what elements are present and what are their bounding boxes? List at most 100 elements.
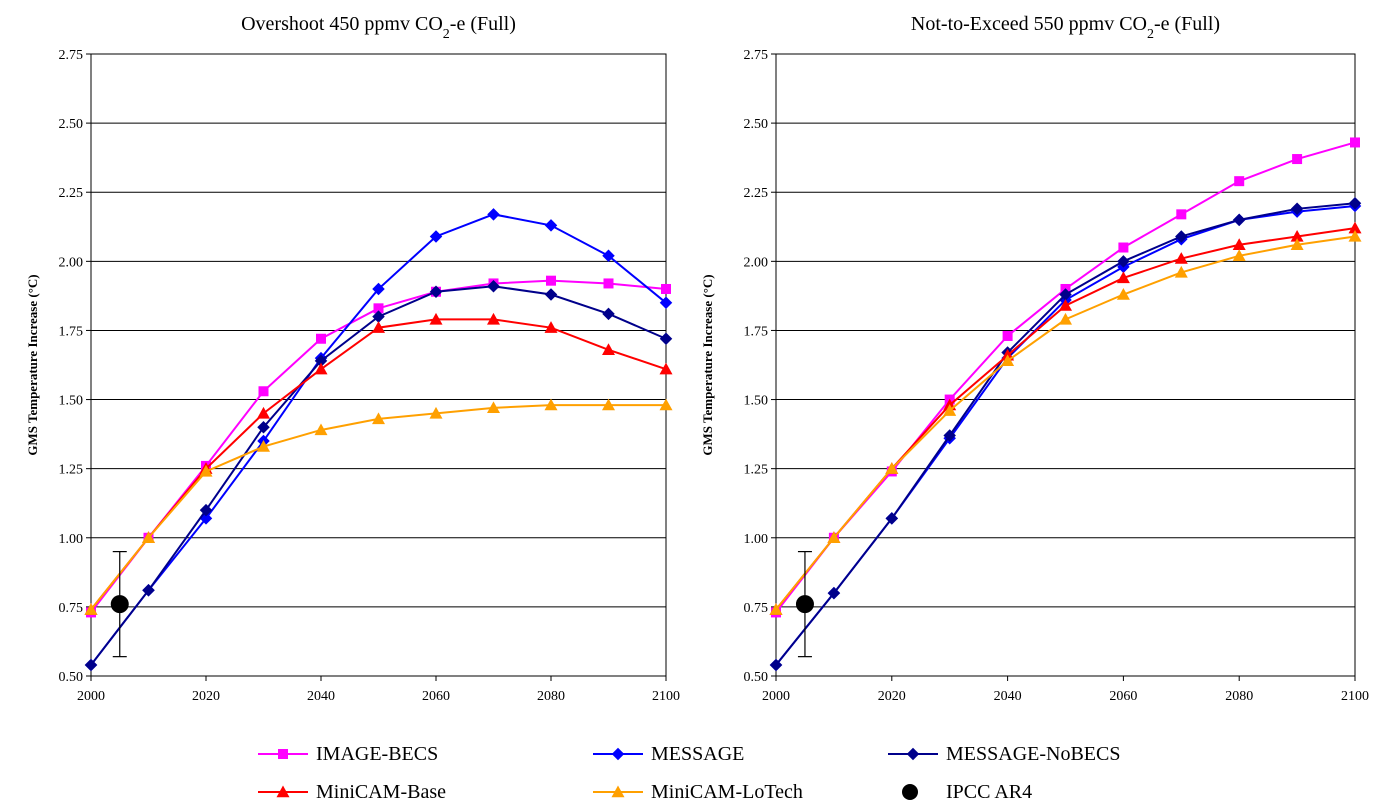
data-point-minicam-lotech <box>1174 265 1188 278</box>
data-point-message-nobecs <box>659 332 673 345</box>
data-point-minicam-lotech <box>602 398 615 411</box>
data-point-minicam-lotech <box>429 406 443 419</box>
legend-item: IPCC AR4 <box>902 781 1032 803</box>
data-point-message-nobecs <box>429 285 443 298</box>
data-point-minicam-base <box>257 406 270 419</box>
data-point-message <box>659 296 673 310</box>
data-point-message-nobecs <box>1348 197 1362 210</box>
y-tick-label: 0.50 <box>744 670 769 685</box>
data-point-minicam-lotech <box>372 412 385 425</box>
series-line-minicam-lotech <box>90 404 666 611</box>
y-axis-label: GMS Temperature Increase (°C) <box>25 274 40 455</box>
data-point-image-becs <box>1176 209 1187 220</box>
data-point-message <box>602 249 615 263</box>
data-point-message-nobecs <box>544 288 558 301</box>
data-point-minicam-lotech <box>659 398 673 411</box>
y-tick-label: 2.00 <box>744 255 769 270</box>
y-tick-label: 0.50 <box>59 670 84 685</box>
data-point-minicam-base <box>1290 229 1304 242</box>
y-tick-label: 2.25 <box>59 186 84 201</box>
data-point-image-becs <box>316 333 326 344</box>
ipcc-ar4-point <box>795 595 814 614</box>
data-point-minicam-base <box>1116 271 1130 284</box>
data-point-minicam-base <box>1348 221 1362 234</box>
legend-label: MiniCAM-Base <box>316 781 446 803</box>
series-line-image-becs <box>775 141 1356 614</box>
chart-title-subscript: 2 <box>1147 27 1154 42</box>
data-point-message <box>429 230 443 243</box>
x-tick-label: 2100 <box>1341 689 1369 704</box>
data-point-message-nobecs <box>1232 213 1246 227</box>
x-tick-label: 2000 <box>762 689 790 704</box>
series-line-message <box>775 205 1356 666</box>
y-tick-label: 2.50 <box>59 117 84 132</box>
x-tick-label: 2100 <box>652 689 680 704</box>
data-point-minicam-lotech <box>1232 249 1246 262</box>
x-tick-label: 2040 <box>994 689 1022 704</box>
y-tick-label: 1.25 <box>59 463 84 478</box>
data-point-minicam-base <box>1059 299 1072 311</box>
legend-item: IMAGE-BECS <box>258 743 438 765</box>
data-point-message <box>487 208 500 221</box>
x-tick-label: 2080 <box>1225 689 1253 704</box>
legend-label: IPCC AR4 <box>946 781 1032 803</box>
chart-title-tail: -e (Full) <box>1154 13 1220 35</box>
data-point-minicam-base <box>544 321 558 333</box>
y-tick-label: 0.75 <box>59 601 84 616</box>
y-tick-label: 1.50 <box>59 394 84 409</box>
data-point-minicam-lotech <box>257 440 270 452</box>
data-point-message-nobecs <box>769 658 783 672</box>
data-point-minicam-lotech <box>769 603 783 615</box>
data-point-image-becs <box>661 283 671 294</box>
data-point-minicam-lotech <box>487 401 500 414</box>
x-tick-label: 2020 <box>192 689 220 704</box>
legend-marker <box>276 785 290 798</box>
data-point-image-becs <box>1292 154 1303 165</box>
data-point-minicam-base <box>602 343 615 355</box>
legend: IMAGE-BECS MESSAGE MESSAGE-NoBECS MiniCAM-B… <box>258 743 1120 803</box>
chart-title: Not-to-Exceed 550 ppmv CO2-e (Full) <box>911 13 1220 42</box>
x-tick-label: 2060 <box>422 689 450 704</box>
data-point-message-nobecs <box>1059 288 1072 301</box>
legend-item: MiniCAM-LoTech <box>593 781 803 803</box>
data-point-message-nobecs <box>199 503 213 517</box>
data-point-message-nobecs <box>372 310 385 323</box>
legend-marker <box>902 784 918 800</box>
data-point-message-nobecs <box>885 512 899 525</box>
chart-title-main: Overshoot 450 ppmv CO <box>241 13 443 35</box>
series-line-message-nobecs <box>90 285 667 666</box>
data-point-minicam-base <box>659 362 673 375</box>
data-point-minicam-lotech <box>314 423 328 436</box>
data-point-image-becs <box>603 278 614 289</box>
y-axis-label: GMS Temperature Increase (°C) <box>700 274 715 455</box>
legend-marker <box>611 785 625 798</box>
legend-label: MESSAGE-NoBECS <box>946 743 1120 765</box>
data-point-image-becs <box>546 275 556 286</box>
data-point-minicam-lotech <box>943 404 957 416</box>
y-tick-label: 0.75 <box>744 601 769 616</box>
chart-panel-2: Not-to-Exceed 550 ppmv CO2-e (Full) 0.50 0… <box>700 13 1369 704</box>
data-point-image-becs <box>373 303 384 314</box>
data-point-message-nobecs <box>1175 230 1188 243</box>
chart-title-tail: -e (Full) <box>450 13 516 35</box>
data-point-image-becs <box>258 386 269 397</box>
legend-item: MESSAGE <box>593 743 744 765</box>
data-point-minicam-lotech <box>199 464 213 477</box>
x-tick-label: 2000 <box>77 689 105 704</box>
data-point-minicam-base <box>314 362 328 375</box>
data-point-message-nobecs <box>943 429 956 442</box>
data-point-message-nobecs <box>142 584 155 597</box>
data-point-minicam-lotech <box>1290 238 1304 250</box>
data-point-message-nobecs <box>257 420 270 434</box>
legend-label: IMAGE-BECS <box>316 743 438 765</box>
x-tick-label: 2040 <box>307 689 335 704</box>
data-point-minicam-lotech <box>1001 354 1015 367</box>
data-point-minicam-lotech <box>84 603 98 615</box>
data-point-minicam-base <box>1174 252 1188 264</box>
y-tick-label: 2.25 <box>744 186 769 201</box>
series-line-minicam-base <box>90 318 667 611</box>
data-point-minicam-lotech <box>827 531 841 543</box>
data-point-minicam-lotech <box>1116 288 1130 300</box>
legend-marker <box>611 747 625 761</box>
